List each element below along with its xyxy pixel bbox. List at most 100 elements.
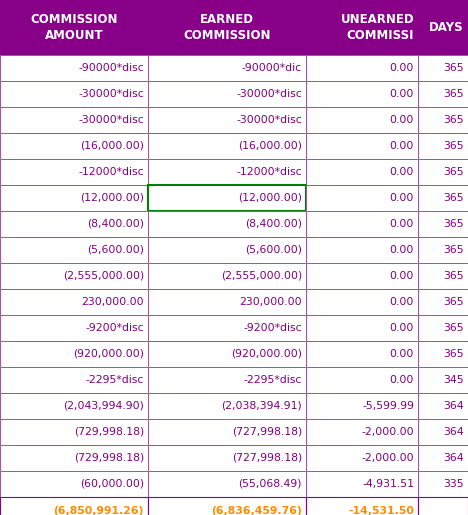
Bar (306, 263, 418, 289)
Text: 364: 364 (443, 427, 464, 437)
Bar (148, 289, 306, 315)
Bar (148, 341, 306, 367)
Bar (306, 341, 418, 367)
Bar (0, 367, 148, 393)
Text: (2,038,394.91): (2,038,394.91) (221, 401, 302, 411)
Bar (148, 55, 306, 81)
Bar (0, 81, 148, 107)
Text: -30000*disc: -30000*disc (78, 115, 144, 125)
Bar (0, 445, 148, 471)
Bar (306, 367, 418, 393)
Bar (306, 263, 418, 289)
Bar (418, 497, 468, 515)
Bar (418, 289, 468, 315)
Bar (0, 263, 148, 289)
Bar (0, 263, 148, 289)
Bar (306, 315, 418, 341)
Text: (8,400.00): (8,400.00) (245, 219, 302, 229)
Text: (729,998.18): (729,998.18) (74, 453, 144, 463)
Text: 365: 365 (443, 193, 464, 203)
Bar (0, 159, 148, 185)
Bar (0, 315, 148, 341)
Text: (920,000.00): (920,000.00) (73, 349, 144, 359)
Text: -90000*disc: -90000*disc (78, 63, 144, 73)
Bar (148, 81, 306, 107)
Text: (60,000.00): (60,000.00) (80, 479, 144, 489)
Bar (0, 237, 148, 263)
Bar (418, 107, 468, 133)
Bar (418, 133, 468, 159)
Bar (0, 133, 148, 159)
Bar (148, 211, 306, 237)
Bar (148, 159, 306, 185)
Bar (0, 341, 148, 367)
Bar (418, 263, 468, 289)
Text: 335: 335 (443, 479, 464, 489)
Bar (0, 159, 148, 185)
Bar (306, 81, 418, 107)
Text: (12,000.00): (12,000.00) (80, 193, 144, 203)
Bar (148, 185, 306, 211)
Bar (306, 445, 418, 471)
Bar (418, 393, 468, 419)
Text: AMOUNT: AMOUNT (44, 29, 103, 42)
Bar (418, 445, 468, 471)
Bar (306, 0, 418, 55)
Text: -2295*disc: -2295*disc (86, 375, 144, 385)
Bar (306, 159, 418, 185)
Bar (418, 185, 468, 211)
Text: 365: 365 (443, 219, 464, 229)
Bar (148, 393, 306, 419)
Bar (148, 133, 306, 159)
Bar (418, 159, 468, 185)
Bar (0, 55, 148, 81)
Text: (2,043,994.90): (2,043,994.90) (63, 401, 144, 411)
Bar (418, 497, 468, 515)
Text: 365: 365 (443, 141, 464, 151)
Text: -2,000.00: -2,000.00 (361, 427, 414, 437)
Text: 365: 365 (443, 115, 464, 125)
Bar (418, 315, 468, 341)
Bar (0, 0, 148, 55)
Text: (16,000.00): (16,000.00) (80, 141, 144, 151)
Text: 365: 365 (443, 271, 464, 281)
Text: 365: 365 (443, 89, 464, 99)
Bar (418, 419, 468, 445)
Bar (0, 471, 148, 497)
Text: (6,836,459.76): (6,836,459.76) (211, 506, 302, 515)
Bar (306, 315, 418, 341)
Bar (148, 471, 306, 497)
Text: 0.00: 0.00 (390, 63, 414, 73)
Bar (306, 81, 418, 107)
Text: (727,998.18): (727,998.18) (232, 427, 302, 437)
Bar (0, 0, 148, 55)
Bar (418, 367, 468, 393)
Bar (148, 393, 306, 419)
Bar (0, 419, 148, 445)
Text: -4,931.51: -4,931.51 (362, 479, 414, 489)
Text: -9200*disc: -9200*disc (85, 323, 144, 333)
Bar (418, 81, 468, 107)
Bar (148, 0, 306, 55)
Text: 365: 365 (443, 167, 464, 177)
Text: 0.00: 0.00 (390, 323, 414, 333)
Bar (148, 263, 306, 289)
Text: (2,555,000.00): (2,555,000.00) (221, 271, 302, 281)
Text: EARNED: EARNED (200, 13, 254, 26)
Bar (148, 471, 306, 497)
Bar (418, 107, 468, 133)
Text: (16,000.00): (16,000.00) (238, 141, 302, 151)
Bar (148, 55, 306, 81)
Text: -9200*disc: -9200*disc (243, 323, 302, 333)
Text: UNEARNED: UNEARNED (340, 13, 414, 26)
Bar (306, 133, 418, 159)
Bar (148, 419, 306, 445)
Text: -12000*disc: -12000*disc (236, 167, 302, 177)
Text: -30000*disc: -30000*disc (236, 89, 302, 99)
Bar (418, 341, 468, 367)
Bar (148, 237, 306, 263)
Text: 364: 364 (443, 401, 464, 411)
Text: 0.00: 0.00 (390, 349, 414, 359)
Bar (418, 445, 468, 471)
Text: 365: 365 (443, 297, 464, 307)
